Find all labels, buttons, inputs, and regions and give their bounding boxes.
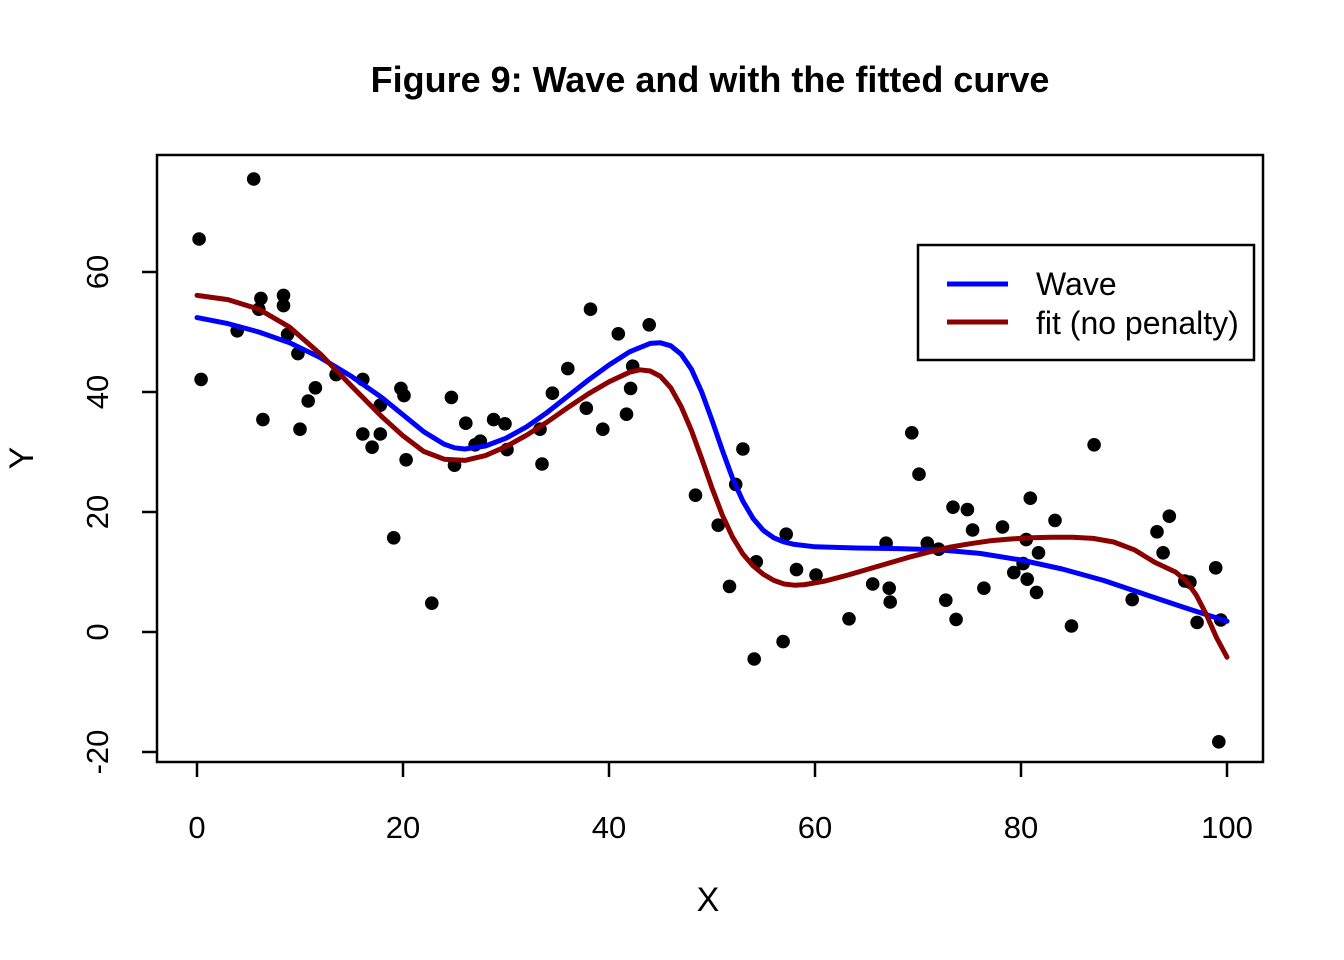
- scatter-point: [1212, 735, 1226, 749]
- scatter-point: [486, 412, 501, 427]
- scatter-point: [399, 453, 413, 467]
- scatter-point: [256, 412, 270, 427]
- scatter-point: [1162, 509, 1177, 523]
- scatter-point: [1029, 585, 1044, 600]
- scatter-point: [246, 172, 261, 186]
- scatter-point: [949, 612, 963, 627]
- scatter-point: [842, 612, 856, 626]
- scatter-point: [722, 579, 737, 594]
- scatter-point: [623, 381, 638, 396]
- scatter-point: [535, 457, 549, 471]
- scatter-point: [1156, 546, 1170, 560]
- scatter-point: [688, 488, 703, 503]
- curve-fit: [194, 292, 1230, 660]
- fitted-curves: [194, 292, 1230, 660]
- y-tick-label: 40: [80, 375, 115, 409]
- scatter-point: [545, 386, 560, 401]
- scatter-point: [865, 577, 880, 591]
- scatter-point: [611, 327, 626, 341]
- scatter-point: [960, 502, 975, 517]
- scatter-point: [293, 422, 307, 437]
- legend-box: [916, 243, 1256, 362]
- scatter-point: [194, 372, 208, 387]
- chart-title: Figure 9: Wave and with the fitted curve: [371, 59, 1050, 100]
- scatter-point: [1007, 565, 1021, 580]
- legend: Wave fit (no penalty): [916, 243, 1256, 362]
- scatter-point: [254, 291, 268, 306]
- scatter-point: [301, 394, 316, 408]
- scatter-point: [386, 531, 401, 545]
- scatter-point: [809, 568, 823, 582]
- scatter-point: [779, 527, 793, 541]
- y-tick-label: 60: [80, 255, 115, 289]
- y-tick-label: 0: [80, 623, 115, 640]
- scatter-point: [789, 562, 804, 577]
- y-tick-label: 20: [80, 495, 115, 529]
- scatter-point: [596, 422, 610, 437]
- x-tick-label: 0: [188, 810, 205, 845]
- x-tick-label: 20: [386, 810, 420, 845]
- scatter-point: [776, 634, 790, 649]
- scatter-point: [1020, 572, 1034, 586]
- scatter-point: [736, 442, 750, 456]
- scatter-point: [883, 595, 897, 609]
- plot-box: [155, 153, 1265, 764]
- scatter-point: [498, 417, 512, 431]
- scatter-point: [425, 596, 439, 610]
- scatter-point: [1208, 561, 1223, 575]
- x-axis-ticks: 0 20 40 60 80 100: [188, 762, 1253, 845]
- curve-wave: [194, 315, 1230, 624]
- scatter-point: [1023, 491, 1038, 506]
- x-axis-label: X: [697, 881, 720, 919]
- x-tick-label: 100: [1201, 810, 1253, 845]
- scatter-point: [965, 523, 980, 537]
- scatter-point: [583, 302, 598, 317]
- legend-label-fit: fit (no penalty): [1036, 305, 1239, 341]
- scatter-point: [1064, 619, 1079, 633]
- scatter-point: [642, 318, 656, 332]
- y-axis-ticks: -20 0 20 40 60: [80, 255, 157, 775]
- scatter-point: [977, 581, 991, 595]
- scatter-point: [276, 298, 291, 313]
- scatter-point: [939, 593, 953, 607]
- scatter-point: [920, 536, 935, 550]
- y-tick-label: -20: [80, 730, 115, 775]
- scatter-point: [276, 288, 291, 303]
- scatter-point: [995, 520, 1010, 534]
- scatter-point: [365, 440, 379, 455]
- scatter-point: [1087, 438, 1101, 452]
- x-tick-label: 40: [592, 810, 626, 845]
- scatter-point: [882, 581, 896, 595]
- scatter-point: [459, 416, 473, 431]
- scatter-point: [912, 467, 926, 482]
- scatter-point: [1125, 592, 1139, 607]
- scatter-point: [711, 518, 725, 532]
- scatter-point: [397, 388, 411, 403]
- x-tick-label: 60: [798, 810, 832, 845]
- scatter-point: [747, 652, 761, 666]
- scatter-point: [619, 407, 634, 422]
- scatter-point: [561, 361, 575, 376]
- scatter-point: [444, 390, 459, 405]
- y-axis-label: Y: [3, 447, 41, 470]
- scatter-point: [905, 426, 919, 440]
- x-tick-label: 80: [1004, 810, 1038, 845]
- legend-label-wave: Wave: [1036, 266, 1117, 302]
- scatter-point: [1048, 513, 1062, 528]
- scatter-point: [373, 427, 388, 441]
- scatter-point: [192, 232, 206, 246]
- scatter-point: [308, 381, 323, 395]
- scatter-point: [579, 401, 594, 416]
- scatter-point: [946, 500, 960, 514]
- scatter-point: [1031, 546, 1046, 560]
- scatter-point: [1190, 615, 1204, 630]
- scatter-point: [1150, 525, 1164, 539]
- scatter-point: [356, 427, 370, 441]
